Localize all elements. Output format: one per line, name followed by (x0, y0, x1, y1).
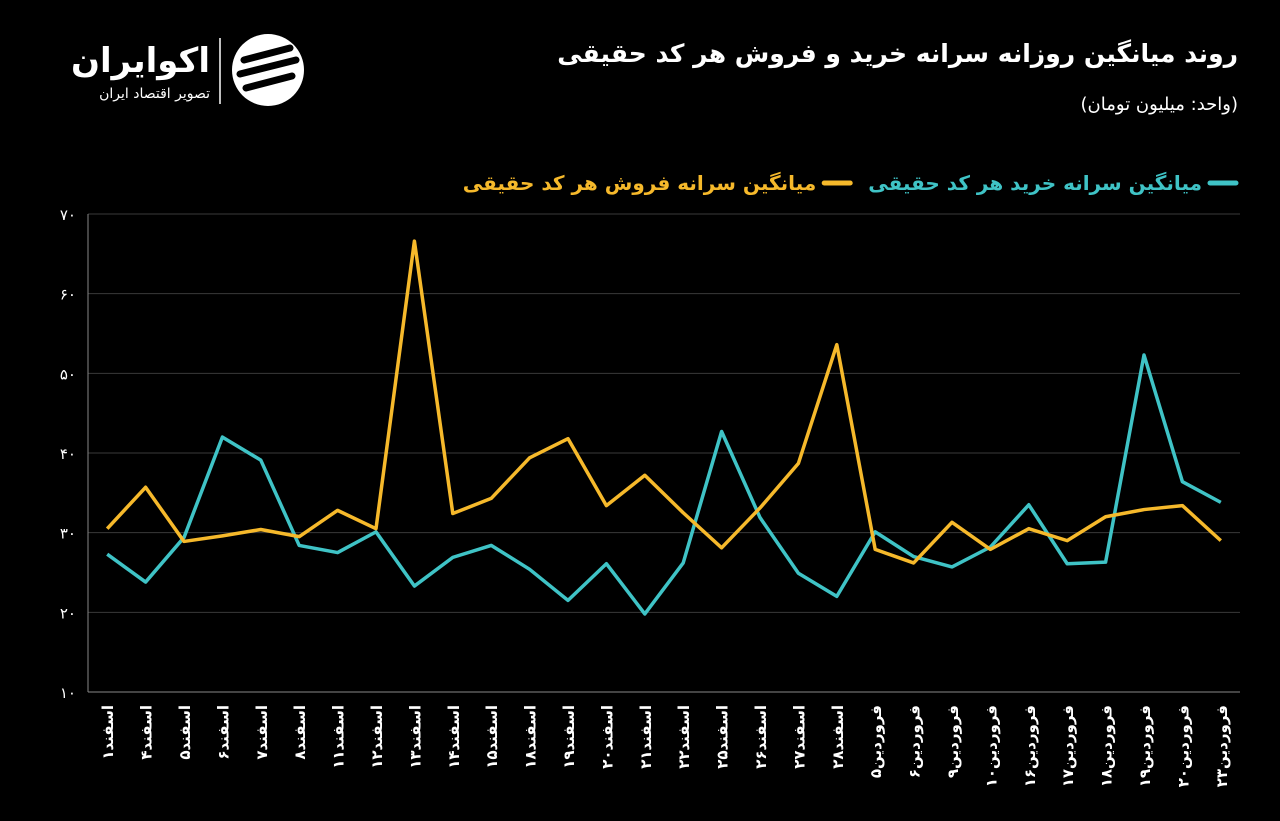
x-tick-label: اسفند۱۸ (522, 705, 540, 769)
y-tick-label: ۲۰ (60, 604, 76, 622)
x-tick-label: اسفند۴ (138, 705, 156, 760)
chart-title: روند میانگین روزانه سرانه خرید و فروش هر… (557, 39, 1238, 69)
logo-stripes (236, 44, 300, 92)
x-tick-label: اسفند۱۳ (406, 705, 424, 769)
x-tick-label: اسفند۶ (214, 705, 232, 760)
x-tick-label: اسفند۲۶ (752, 705, 770, 769)
y-tick-label: ۱۰ (60, 684, 76, 702)
x-tick-label: فروردین۱۰ (982, 705, 1000, 787)
brand-name: اکوایران (71, 41, 210, 81)
x-tick-label: اسفند۲۲ (675, 705, 693, 769)
y-tick-label: ۶۰ (60, 286, 76, 304)
x-tick-label: اسفند۱ (99, 705, 117, 760)
series-line (105, 239, 1222, 565)
x-tick-label: اسفند۱۱ (330, 705, 348, 769)
series-line (106, 353, 1222, 616)
y-tick-label: ۳۰ (60, 525, 76, 543)
x-tick-label: فروردین۱۹ (1136, 705, 1154, 787)
x-tick-label: اسفند۵ (176, 705, 194, 760)
x-tick-label: اسفند۲۷ (790, 705, 808, 769)
y-tick-label: ۵۰ (60, 365, 76, 383)
x-tick-label: فروردین۱۶ (1021, 705, 1039, 787)
y-tick-label: ۷۰ (60, 206, 76, 224)
x-tick-label: اسفند۱۲ (368, 705, 386, 769)
x-tick-label: اسفند۸ (291, 705, 309, 760)
x-tick-label: اسفند۲۱ (637, 705, 655, 769)
x-tick-label: اسفند۱۴ (445, 705, 463, 769)
logo: اکوایران تصویر اقتصاد ایران (71, 34, 304, 106)
legend-label: میانگین سرانه فروش هر کد حقیقی (463, 171, 816, 195)
x-tick-label: فروردین۱۷ (1059, 705, 1077, 787)
x-tick-label: اسفند۲۵ (714, 705, 732, 769)
x-tick-label: فروردین۶ (906, 705, 924, 778)
x-tick-label: فروردین۱۸ (1098, 705, 1116, 787)
x-tick-label: اسفند۱۵ (483, 705, 501, 769)
x-tick-label: اسفند۲۸ (829, 705, 847, 769)
x-tick-label: اسفند۷ (253, 705, 271, 760)
x-tick-label: فروردین۵ (867, 705, 885, 778)
chart-subtitle: (واحد: میلیون تومان) (1081, 94, 1238, 115)
x-tick-label: فروردین۲۰ (1174, 705, 1192, 787)
brand-tagline: تصویر اقتصاد ایران (99, 86, 210, 102)
legend-label: میانگین سرانه خرید هر کد حقیقی (868, 171, 1202, 195)
x-tick-label: فروردین۲۳ (1213, 705, 1231, 787)
y-tick-label: ۴۰ (60, 445, 76, 463)
x-tick-label: اسفند۱۹ (560, 705, 578, 769)
x-tick-label: فروردین۹ (944, 705, 962, 778)
x-tick-label: اسفند۲۰ (598, 705, 616, 769)
